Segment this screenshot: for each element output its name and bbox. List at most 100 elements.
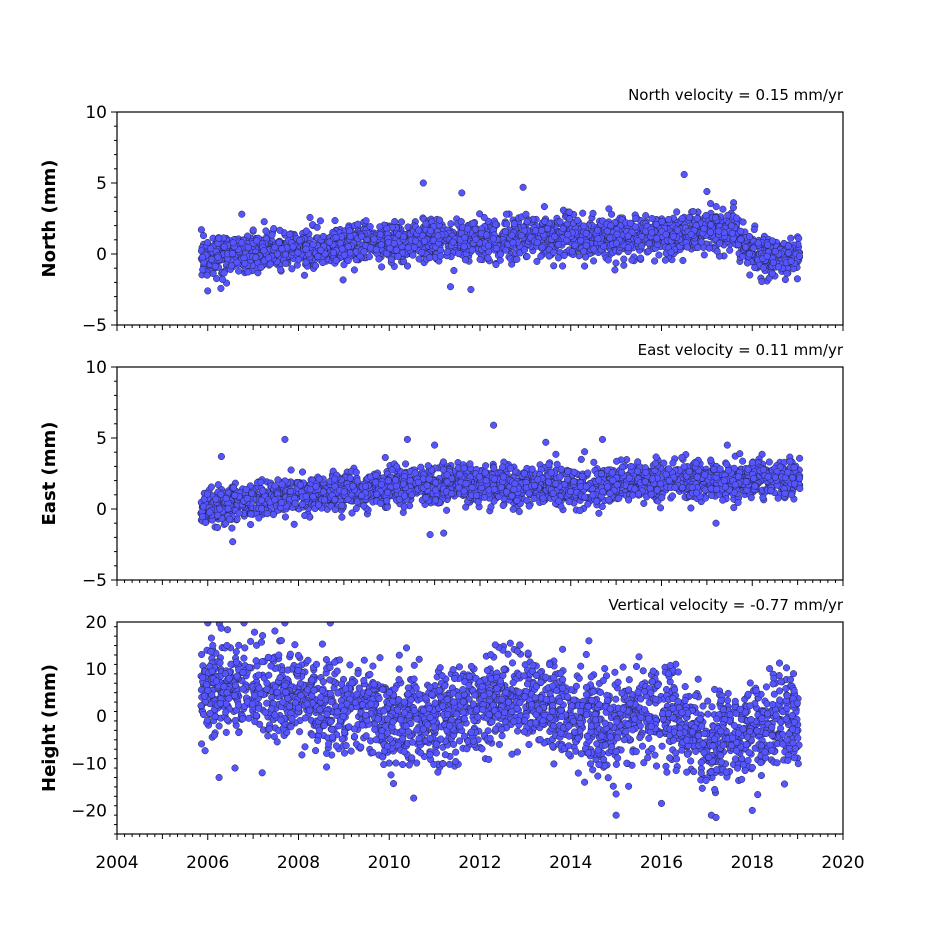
data-point — [705, 244, 713, 252]
data-point — [559, 225, 567, 233]
data-point — [537, 252, 545, 260]
data-point — [678, 453, 686, 462]
data-point — [257, 478, 265, 486]
data-point — [262, 227, 270, 235]
data-point — [403, 262, 412, 270]
data-point — [612, 239, 621, 247]
data-point — [209, 269, 217, 278]
data-point — [620, 255, 628, 263]
data-point — [476, 255, 484, 263]
data-point — [634, 458, 642, 466]
data-point — [565, 208, 573, 216]
data-point — [434, 232, 442, 240]
data-point — [365, 253, 373, 261]
data-point — [288, 265, 296, 273]
data-point — [683, 243, 691, 251]
data-point — [271, 243, 279, 251]
data-point — [400, 233, 408, 241]
data-point — [199, 513, 207, 521]
data-point — [513, 255, 521, 263]
data-point — [409, 251, 417, 259]
data-point — [631, 223, 639, 231]
data-point — [603, 227, 611, 235]
data-point — [556, 473, 564, 481]
data-point — [648, 229, 656, 237]
y-tick-label: 0 — [96, 245, 107, 265]
data-point — [680, 170, 688, 179]
data-point — [419, 179, 427, 187]
data-point — [257, 263, 265, 271]
data-point — [711, 214, 719, 222]
data-point — [199, 503, 208, 511]
data-point — [533, 238, 541, 247]
data-point — [594, 226, 602, 234]
data-point — [247, 510, 255, 518]
data-point — [331, 506, 339, 514]
data-point — [286, 230, 294, 238]
data-point — [787, 491, 796, 499]
data-point — [229, 239, 237, 247]
data-point — [517, 232, 526, 240]
data-point — [253, 237, 261, 245]
data-point — [563, 475, 572, 483]
data-point — [269, 511, 277, 519]
data-point — [312, 262, 320, 270]
data-point — [302, 227, 310, 235]
data-point — [338, 245, 346, 253]
data-point — [397, 218, 406, 226]
data-point — [763, 252, 771, 260]
data-point — [703, 187, 711, 196]
data-point — [611, 266, 619, 274]
data-point — [207, 244, 215, 252]
data-point — [523, 252, 531, 261]
data-point — [719, 205, 727, 213]
data-point — [556, 218, 564, 226]
data-point — [568, 248, 576, 256]
data-point — [344, 243, 352, 251]
data-point — [758, 277, 766, 286]
data-point — [783, 269, 791, 277]
data-point — [661, 256, 669, 264]
data-point — [436, 216, 444, 224]
data-point — [795, 252, 804, 260]
data-point — [446, 283, 455, 291]
data-point — [319, 259, 327, 267]
data-point — [701, 486, 709, 494]
data-point — [550, 262, 558, 270]
data-point — [383, 249, 391, 258]
data-point — [422, 220, 430, 228]
data-point — [748, 459, 756, 467]
data-point — [589, 209, 597, 217]
data-point — [298, 468, 307, 476]
data-point — [751, 264, 759, 272]
data-point — [543, 225, 552, 233]
data-point — [771, 247, 779, 256]
data-point — [554, 241, 562, 249]
data-point — [510, 220, 518, 228]
data-point — [244, 243, 252, 252]
data-point — [278, 245, 286, 253]
data-point — [466, 460, 474, 468]
data-point — [655, 251, 663, 259]
data-point — [736, 450, 744, 458]
data-point — [774, 494, 782, 502]
data-point — [329, 249, 338, 257]
data-point — [476, 210, 484, 218]
data-point — [604, 256, 612, 264]
data-point — [214, 481, 222, 489]
data-point — [282, 259, 290, 267]
data-point — [360, 248, 368, 256]
data-point — [759, 264, 767, 272]
data-point — [626, 219, 634, 227]
data-point — [702, 211, 710, 220]
data-point — [290, 520, 298, 528]
data-point — [417, 463, 425, 471]
data-point — [204, 287, 212, 295]
data-point — [340, 251, 348, 259]
data-point — [564, 230, 572, 239]
data-point — [584, 500, 592, 508]
data-point — [745, 250, 753, 258]
data-point — [693, 215, 701, 223]
data-point — [707, 491, 716, 499]
data-point — [443, 248, 451, 256]
